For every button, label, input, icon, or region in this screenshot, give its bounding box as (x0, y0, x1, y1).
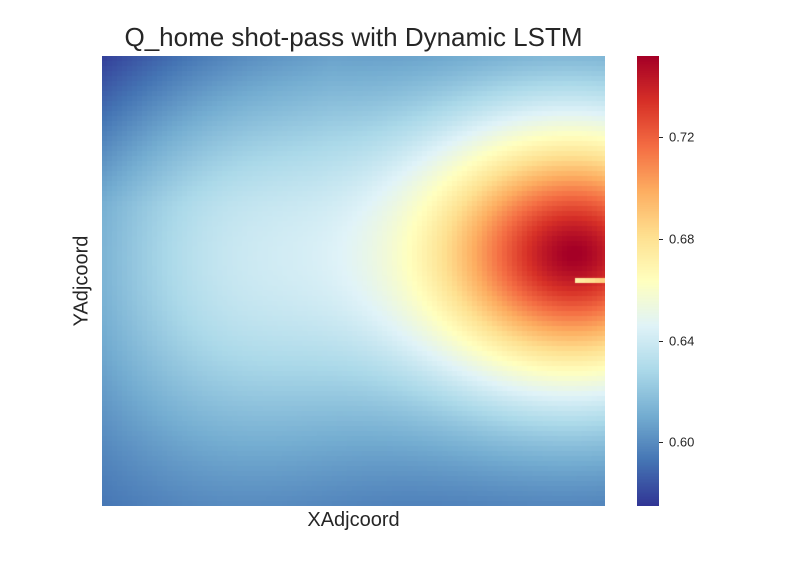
colorbar-tick-label: 0.60 (669, 434, 695, 450)
x-axis-label: XAdjcoord (307, 509, 400, 531)
y-axis-label: YAdjcoord (70, 235, 93, 327)
heatmap (102, 56, 605, 506)
colorbar-tick-mark (659, 442, 663, 444)
colorbar-tick-mark (659, 340, 663, 342)
colorbar (637, 56, 659, 506)
colorbar-tick-mark (659, 137, 663, 139)
colorbar-tick-mark (659, 239, 663, 241)
colorbar-tick-label: 0.64 (669, 333, 695, 349)
colorbar-tick-label: 0.72 (669, 129, 695, 145)
chart-title: Q_home shot-pass with Dynamic LSTM (124, 22, 583, 52)
colorbar-tick-label: 0.68 (669, 231, 695, 247)
